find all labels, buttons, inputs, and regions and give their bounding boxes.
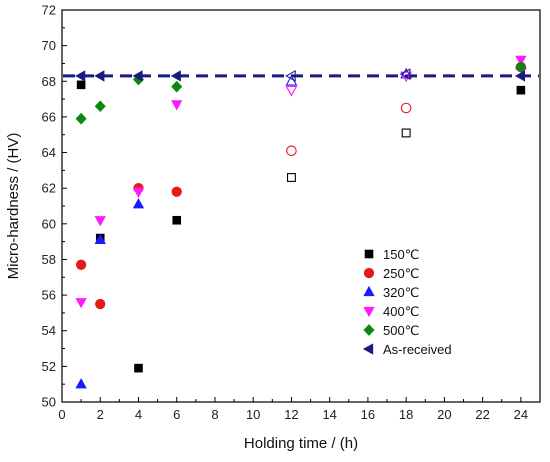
data-point	[76, 80, 86, 90]
data-point	[515, 55, 527, 66]
y-tick-label: 52	[42, 359, 56, 374]
x-tick-label: 20	[437, 407, 451, 422]
x-tick-label: 22	[475, 407, 489, 422]
data-point	[94, 233, 106, 245]
data-point	[170, 70, 181, 82]
x-tick-label: 24	[514, 407, 528, 422]
data-point	[171, 100, 183, 111]
x-tick-label: 10	[246, 407, 260, 422]
data-point	[132, 187, 145, 198]
y-tick-label: 68	[42, 74, 56, 89]
plot-area	[61, 9, 541, 403]
legend-label: 500℃	[383, 323, 419, 338]
data-point	[401, 128, 411, 138]
data-point	[516, 85, 526, 95]
data-point	[94, 70, 105, 82]
y-tick-label: 64	[42, 145, 56, 160]
legend-marker	[362, 343, 374, 355]
legend: 150℃ 250℃ 320℃ 400℃ 500℃ As-received	[362, 247, 452, 357]
data-point	[399, 68, 411, 81]
x-tick-label: 14	[322, 407, 336, 422]
x-tick-label: 6	[173, 407, 180, 422]
legend-marker	[363, 324, 375, 336]
x-tick-label: 4	[135, 407, 142, 422]
data-point	[285, 69, 296, 82]
y-tick-label: 60	[42, 216, 56, 231]
data-point	[400, 71, 413, 83]
data-point	[94, 100, 106, 113]
x-tick-label: 8	[211, 407, 218, 422]
data-point	[75, 112, 87, 125]
data-point	[132, 70, 143, 82]
y-tick-label: 66	[42, 109, 56, 124]
x-axis-label: Holding time / (h)	[244, 435, 358, 452]
y-tick-label: 58	[42, 252, 56, 267]
x-tick-label: 2	[97, 407, 104, 422]
y-tick-label: 50	[42, 395, 56, 410]
y-axis: 50 52 54 56 58 60 62 64 66 68 70 72	[42, 3, 67, 410]
legend-label: 150℃	[383, 247, 419, 262]
y-tick-label: 72	[42, 3, 56, 18]
x-tick-label: 0	[58, 407, 65, 422]
legend-label: 400℃	[383, 304, 419, 319]
data-point	[286, 145, 297, 157]
data-point	[132, 198, 145, 209]
y-tick-label: 70	[42, 38, 56, 53]
data-point	[171, 80, 183, 93]
legend-label: 320℃	[383, 285, 419, 300]
data-point	[400, 67, 413, 79]
x-tick-label: 16	[361, 407, 375, 422]
data-point	[95, 298, 106, 310]
data-point	[75, 298, 87, 309]
y-axis-label: Micro-hardness / (HV)	[5, 133, 22, 280]
data-point	[286, 173, 296, 182]
legend-marker	[364, 249, 374, 259]
data-point	[75, 259, 87, 270]
data-point	[134, 363, 143, 373]
legend-label: As-received	[383, 342, 452, 357]
data-point	[75, 70, 86, 82]
legend-marker	[363, 267, 375, 279]
legend-marker	[363, 306, 375, 318]
x-axis: 0 2 4 6 8 10 12 14 16 18 20 22 24	[58, 397, 528, 422]
data-point	[515, 61, 527, 73]
y-tick-label: 62	[42, 181, 56, 196]
data-point	[285, 85, 298, 97]
legend-marker	[363, 285, 375, 297]
x-tick-label: 18	[399, 407, 413, 422]
data-point	[171, 186, 182, 197]
y-tick-label: 54	[42, 323, 56, 338]
y-tick-label: 56	[42, 288, 56, 303]
data-point	[400, 102, 412, 114]
data-point	[514, 70, 526, 82]
data-point	[172, 215, 182, 225]
x-tick-label: 12	[284, 407, 298, 422]
data-point	[94, 216, 106, 227]
data-point	[75, 378, 87, 389]
legend-label: 250℃	[383, 266, 419, 281]
data-points	[75, 55, 527, 389]
